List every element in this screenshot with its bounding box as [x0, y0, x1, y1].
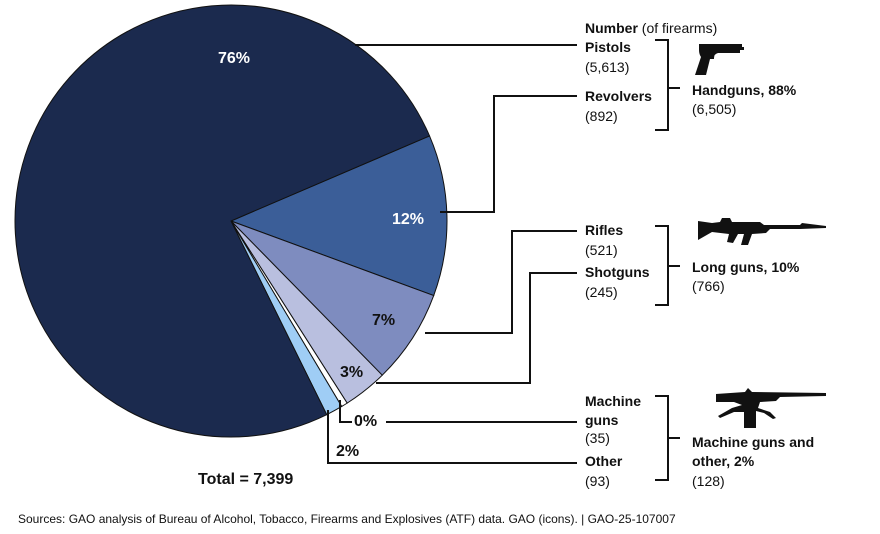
label-pistols: Pistols	[585, 39, 631, 55]
count-other: (93)	[585, 473, 610, 489]
slice-revolvers	[229, 135, 448, 297]
group-longguns-count: (766)	[692, 278, 725, 294]
leader-lines	[327, 39, 680, 481]
count-revolvers: (892)	[585, 108, 618, 124]
label-revolvers: Revolvers	[585, 88, 652, 104]
total-label: Total = 7,399	[198, 471, 294, 488]
count-rifles: (521)	[585, 242, 618, 258]
leader-revolvers	[440, 95, 577, 213]
group-longguns: Long guns, 10%	[692, 259, 800, 275]
group-handguns-count: (6,505)	[692, 101, 737, 117]
pct-revolvers: 12%	[392, 211, 425, 228]
count-machine: (35)	[585, 430, 610, 446]
leader-machine	[339, 400, 352, 423]
pct-machine: 0%	[354, 413, 378, 430]
pct-shotguns: 3%	[340, 364, 364, 381]
label-rifles: Rifles	[585, 222, 624, 238]
bracket-machine	[655, 395, 669, 481]
rifle-icon	[698, 218, 826, 245]
pistol-icon	[695, 44, 744, 75]
group-machine-count: (128)	[692, 473, 725, 489]
pct-pistols: 76%	[218, 50, 251, 67]
count-shotguns: (245)	[585, 284, 618, 300]
legend-header: Number (of firearms)	[585, 20, 718, 36]
source-note: Sources: GAO analysis of Bureau of Alcoh…	[18, 512, 676, 526]
pct-rifles: 7%	[372, 312, 396, 329]
group-handguns: Handguns, 88%	[692, 82, 797, 98]
leader-shotguns	[376, 272, 577, 384]
pct-other: 2%	[336, 443, 360, 460]
leader-other	[327, 410, 577, 464]
count-pistols: (5,613)	[585, 59, 630, 75]
label-machine: Machine	[585, 393, 642, 409]
label-other: Other	[585, 453, 623, 469]
leader-rifles	[425, 230, 577, 334]
bracket-handguns	[655, 39, 669, 131]
label-shotguns: Shotguns	[585, 264, 650, 280]
label-machine-2: guns	[585, 412, 619, 428]
machine-gun-icon	[716, 388, 826, 428]
slice-pistols	[14, 4, 431, 438]
bracket-longguns	[655, 225, 669, 306]
group-machine-2: other, 2%	[692, 453, 755, 469]
group-machine: Machine guns and	[692, 434, 815, 450]
